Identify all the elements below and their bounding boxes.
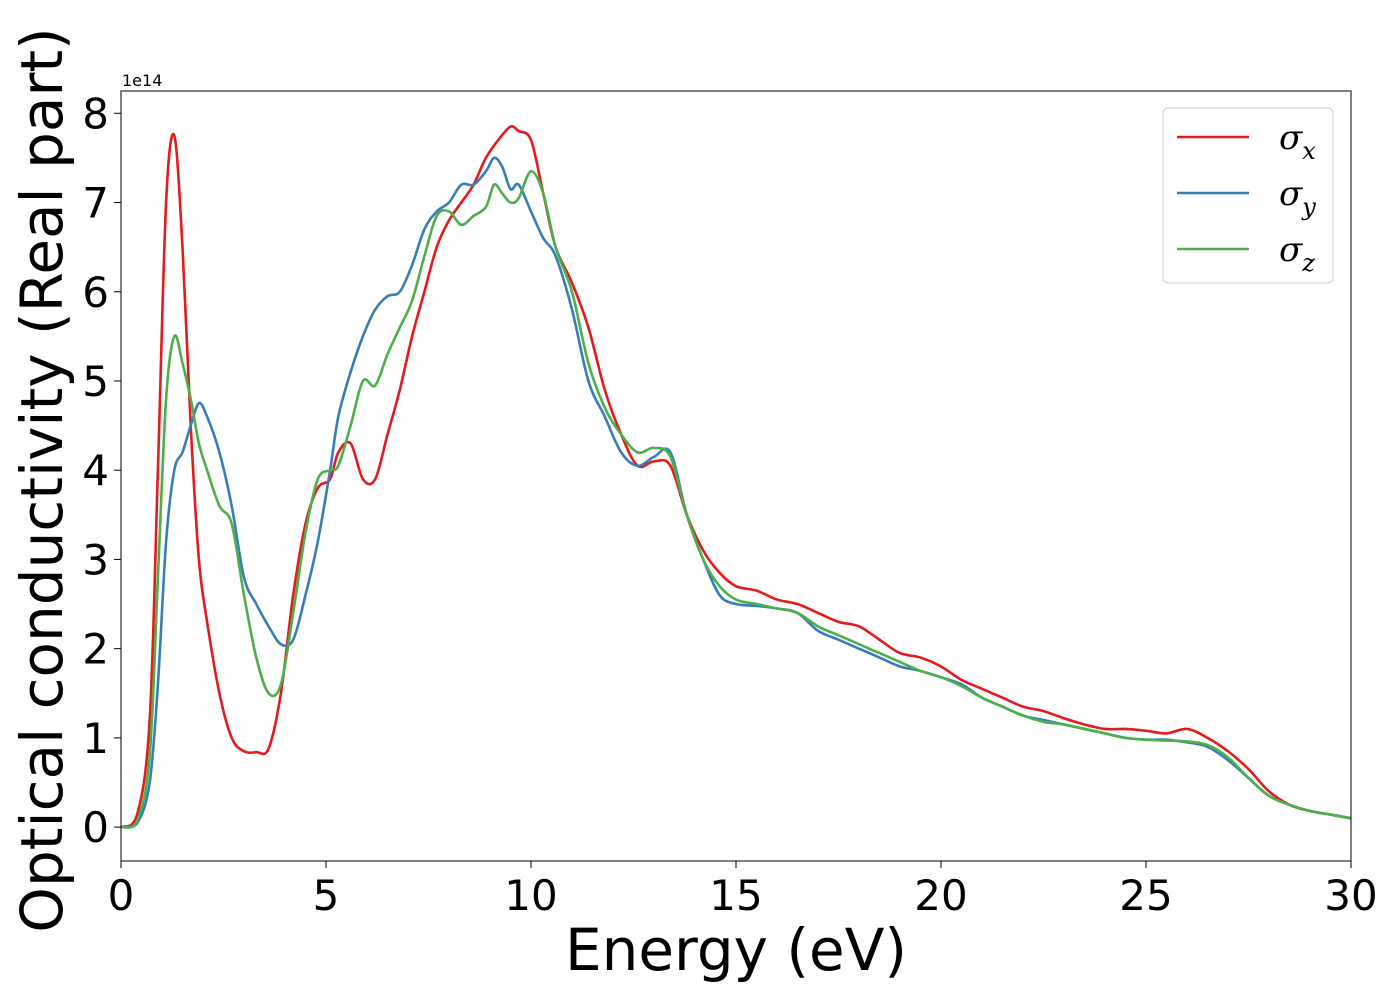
- legend-label-z: σz: [1279, 230, 1315, 277]
- legend: σx σy σz: [1162, 107, 1334, 284]
- y-tick-label: 5: [82, 357, 109, 406]
- y-tick-label: 2: [82, 625, 109, 674]
- y-tick-label: 8: [82, 89, 109, 138]
- x-tick-label: 15: [709, 871, 762, 920]
- x-tick-label: 0: [108, 871, 135, 920]
- x-tick-label: 20: [914, 871, 967, 920]
- x-tick-label: 30: [1324, 871, 1377, 920]
- y-tick-label: 3: [82, 535, 109, 584]
- x-tick-label: 10: [504, 871, 557, 920]
- y-axis-offset-label: 1e14: [122, 71, 162, 90]
- axis-ticks: 0 5 10 15 20 25 30 0 1 2 3 4 5 6 7 8: [82, 89, 1377, 920]
- x-tick-label: 5: [313, 871, 340, 920]
- y-tick-label: 4: [82, 446, 109, 495]
- x-axis-label: Energy (eV): [565, 916, 907, 984]
- y-tick-label: 7: [82, 179, 109, 228]
- legend-label-y: σy: [1279, 174, 1316, 221]
- y-tick-label: 1: [82, 714, 109, 763]
- y-axis-label: Optical conductivity (Real part): [8, 27, 76, 932]
- y-tick-label: 6: [82, 268, 109, 317]
- y-tick-label: 0: [82, 803, 109, 852]
- legend-label-x: σx: [1279, 118, 1316, 165]
- series-line-z: [121, 170, 1351, 829]
- legend-box: [1162, 107, 1334, 284]
- x-tick-label: 25: [1119, 871, 1172, 920]
- series-lines: [121, 125, 1351, 829]
